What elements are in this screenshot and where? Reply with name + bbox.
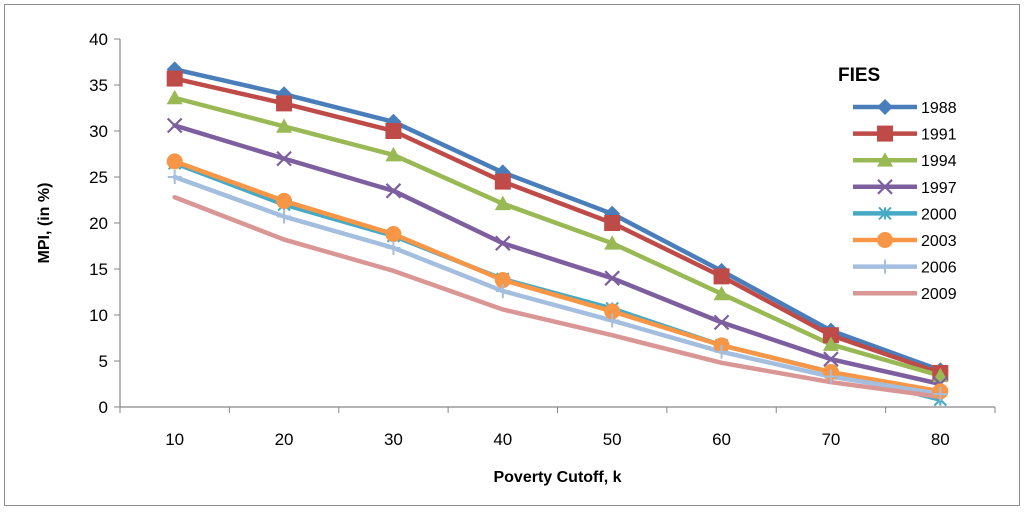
series-line-2003 <box>172 159 943 394</box>
x-tick-label: 60 <box>712 430 731 449</box>
y-tick-label: 0 <box>99 398 108 417</box>
x-tick-label: 50 <box>603 430 622 449</box>
legend-label-1994: 1994 <box>921 153 957 170</box>
data-point-1994 <box>822 336 839 351</box>
data-point-2003 <box>385 226 402 243</box>
y-tick-label: 5 <box>99 352 108 371</box>
series-line-2006 <box>172 174 943 397</box>
series-line-1991 <box>172 76 943 376</box>
line-chart: 0 5 10 15 20 25 30 35 40 10 20 30 40 50 60 70 80 1988 19… <box>36 30 996 486</box>
data-point-2006 <box>714 344 729 359</box>
data-point-1991 <box>385 123 402 139</box>
data-point-1994 <box>385 146 402 162</box>
x-tick-label: 20 <box>275 430 294 449</box>
legend-marker-2006 <box>878 259 892 274</box>
data-point-1997 <box>495 235 511 252</box>
data-point-1991 <box>494 173 511 190</box>
data-point-1997 <box>713 314 730 331</box>
y-tick-label: 40 <box>89 30 108 49</box>
data-point-1994 <box>494 195 511 211</box>
x-tick-label: 10 <box>165 430 184 449</box>
y-tick-label: 10 <box>89 306 108 325</box>
data-point-2003 <box>604 303 621 320</box>
y-tick-label: 20 <box>89 214 108 233</box>
data-point-1994 <box>604 235 621 250</box>
legend-label-2006: 2006 <box>921 260 957 277</box>
legend-marker-2003 <box>877 232 893 248</box>
data-point-1997 <box>604 270 620 286</box>
y-axis-title: MPI, (in %) <box>36 183 53 264</box>
x-tick-label: 70 <box>821 430 840 449</box>
legend-label-1991: 1991 <box>921 127 957 144</box>
legend-marker-1994 <box>877 152 893 167</box>
legend-label-1997: 1997 <box>921 180 957 197</box>
data-point-2003 <box>276 192 293 209</box>
x-tick-label: 80 <box>931 430 950 449</box>
data-point-2006 <box>605 313 620 328</box>
y-tick-label: 35 <box>89 76 108 95</box>
y-tick-label: 30 <box>89 122 108 141</box>
data-point-1994 <box>713 285 730 301</box>
data-point-1994 <box>276 118 293 133</box>
data-point-1997 <box>276 150 292 167</box>
series-line-1988 <box>172 67 943 373</box>
data-point-1994 <box>166 89 183 105</box>
data-point-2006 <box>277 209 292 224</box>
legend-label-2000: 2000 <box>921 206 957 223</box>
x-tick-label: 40 <box>493 430 512 449</box>
legend-label-1988: 1988 <box>921 100 957 117</box>
data-point-1991 <box>276 95 293 112</box>
x-axis-title: Poverty Cutoff, k <box>493 469 621 486</box>
series-line-2009 <box>172 194 943 400</box>
legend-marker-1997 <box>877 179 893 195</box>
legend-title: FIES <box>838 65 880 86</box>
legend-label-2003: 2003 <box>921 233 957 250</box>
data-point-1997 <box>166 117 183 134</box>
data-point-2006 <box>386 240 401 255</box>
legend-marker-1988 <box>877 99 893 115</box>
chart-frame: 0 5 10 15 20 25 30 35 40 10 20 30 40 50 60 70 80 1988 19… <box>4 4 1020 506</box>
data-point-1991 <box>604 215 621 231</box>
data-point-2006 <box>495 284 510 299</box>
y-tick-label: 25 <box>89 168 108 187</box>
data-point-1997 <box>385 183 402 199</box>
legend-marker-1991 <box>877 125 893 142</box>
series-line-1994 <box>172 95 943 378</box>
data-point-2006 <box>167 170 182 184</box>
data-point-1991 <box>166 70 183 87</box>
data-point-2003 <box>166 153 183 170</box>
data-point-1991 <box>713 268 730 285</box>
data-point-1997 <box>823 351 839 367</box>
series-line-1997 <box>172 123 943 387</box>
data-point-2006 <box>823 369 838 384</box>
data-point-1991 <box>822 327 839 344</box>
y-tick-label: 15 <box>89 260 108 279</box>
legend-label-2009: 2009 <box>921 286 957 303</box>
x-tick-label: 30 <box>384 430 403 449</box>
data-point-2003 <box>494 272 511 289</box>
data-point-2006 <box>933 387 948 402</box>
legend-marker-2000 <box>878 206 892 221</box>
